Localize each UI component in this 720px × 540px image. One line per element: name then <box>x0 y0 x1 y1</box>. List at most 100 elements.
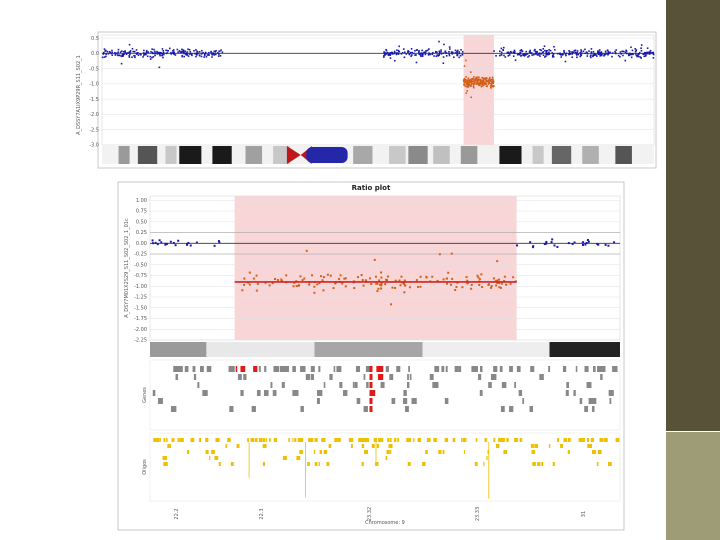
data-point <box>383 51 385 53</box>
data-point <box>398 45 401 48</box>
oligo-mark <box>205 450 209 454</box>
data-point <box>607 51 610 54</box>
data-point <box>191 54 193 57</box>
gene-mark <box>434 382 439 388</box>
data-point <box>556 52 559 55</box>
oligo-mark <box>254 438 257 442</box>
data-point <box>546 52 548 54</box>
oligo-mark <box>367 438 369 442</box>
ideogram-band <box>551 146 572 164</box>
data-point <box>477 79 480 82</box>
data-point <box>301 279 304 282</box>
data-point <box>492 85 495 88</box>
ideogram-band <box>212 146 232 164</box>
oligo-mark <box>288 438 290 442</box>
data-point <box>151 48 153 50</box>
data-point <box>256 282 259 285</box>
gene-mark <box>377 374 382 380</box>
data-point <box>541 51 544 54</box>
data-point <box>380 276 383 279</box>
data-point <box>211 56 213 58</box>
data-point <box>271 282 274 285</box>
y-tick-label: -3.0 <box>89 143 99 149</box>
data-point <box>476 79 479 82</box>
data-point <box>133 50 136 53</box>
oligo-mark <box>560 444 563 448</box>
oligo-mark <box>198 438 202 442</box>
gene-mark <box>405 406 409 412</box>
data-point <box>549 49 552 52</box>
data-point <box>173 52 175 55</box>
gene-mark <box>488 382 492 388</box>
y-tick-label: 0.5 <box>91 36 99 42</box>
gene-mark <box>318 366 321 372</box>
data-point <box>410 55 412 57</box>
data-point <box>490 84 493 86</box>
data-point <box>470 96 473 99</box>
gene-mark <box>333 366 336 372</box>
data-point <box>201 52 203 55</box>
data-point <box>644 55 647 57</box>
oligo-mark <box>163 462 167 466</box>
data-point <box>411 51 414 54</box>
data-point <box>390 52 392 54</box>
data-point <box>513 51 516 53</box>
data-point <box>474 82 476 84</box>
data-point <box>206 54 209 56</box>
data-point <box>207 51 210 54</box>
gene-mark <box>292 366 296 372</box>
data-point <box>650 52 653 54</box>
data-point <box>590 51 593 53</box>
gene-mark <box>429 374 434 380</box>
data-point <box>597 52 600 55</box>
data-point <box>609 51 612 54</box>
gene-mark <box>454 366 459 372</box>
gene-mark <box>531 366 535 372</box>
oligo-mark <box>463 450 465 454</box>
gene-mark <box>434 366 440 372</box>
data-point <box>493 50 495 52</box>
data-point <box>425 49 427 52</box>
y-tick-label: -0.25 <box>134 252 147 258</box>
data-point <box>161 52 164 55</box>
data-point <box>183 51 185 54</box>
oligo-mark <box>438 450 442 454</box>
data-point <box>360 274 363 277</box>
data-point <box>470 82 473 84</box>
data-point <box>121 55 124 58</box>
data-point <box>162 56 164 59</box>
data-point <box>581 243 584 246</box>
data-point <box>481 83 484 86</box>
data-point <box>571 242 574 245</box>
oligo-mark <box>397 438 399 442</box>
data-point <box>303 277 306 280</box>
oligo-mark <box>311 438 314 442</box>
data-point <box>533 49 536 52</box>
oligo-mark <box>321 438 326 442</box>
data-point <box>635 49 638 51</box>
data-point <box>173 51 175 54</box>
gene-mark <box>256 390 261 396</box>
oligo-mark <box>425 450 428 454</box>
ratio-plot-panel: Ratio plot 1.00 0.75 0.50 0.25 0.00 -0.25 -0.5… <box>117 181 625 531</box>
data-point <box>134 56 136 59</box>
data-point <box>378 279 381 282</box>
ideogram-band <box>532 146 544 164</box>
oligo-mark <box>604 438 608 442</box>
data-point <box>122 53 124 56</box>
ratio-y-axis-label: A_DSY7M01X2S29_S11_S02_S02_1_01c <box>124 218 130 318</box>
data-point <box>146 55 149 58</box>
data-point <box>408 286 411 289</box>
data-point <box>461 53 464 56</box>
data-point <box>447 271 450 274</box>
data-point <box>496 260 499 263</box>
data-point <box>475 77 478 80</box>
gene-mark <box>479 390 483 396</box>
chromosome-band <box>314 342 423 357</box>
data-point <box>144 52 147 55</box>
data-point <box>596 242 599 245</box>
data-point <box>607 244 610 247</box>
oligo-mark <box>171 438 175 442</box>
oligo-mark <box>262 444 267 448</box>
data-point <box>600 54 603 57</box>
